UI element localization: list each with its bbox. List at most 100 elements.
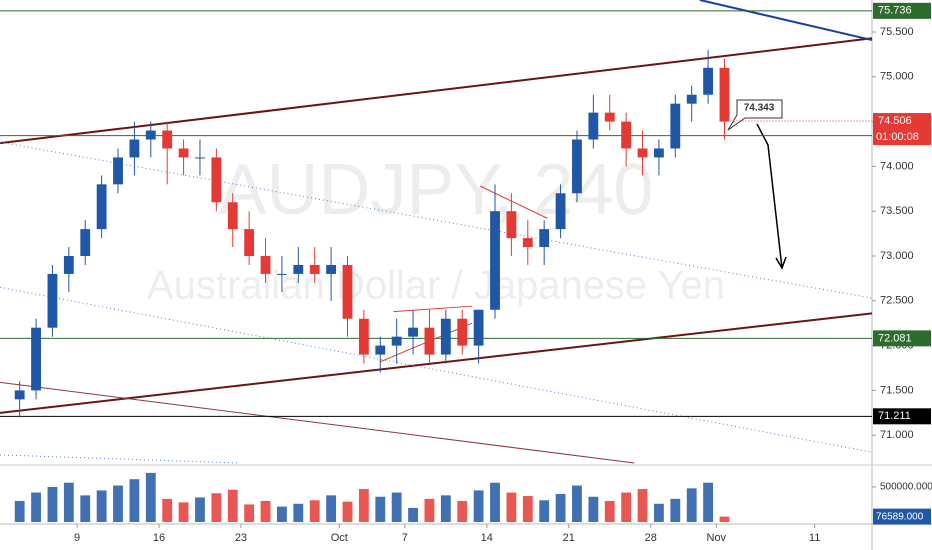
candle-body bbox=[260, 256, 271, 274]
candle-body bbox=[145, 130, 156, 140]
last-volume-label: 76589.000 bbox=[876, 511, 924, 522]
candle-body bbox=[424, 327, 435, 355]
x-tick-label: 16 bbox=[153, 532, 165, 544]
volume-bar bbox=[293, 503, 304, 522]
candle-body bbox=[178, 148, 189, 158]
candle-body bbox=[391, 336, 402, 346]
volume-bar bbox=[539, 500, 550, 522]
candle-body bbox=[244, 229, 255, 257]
volume-tick-label: 500000.000 bbox=[880, 482, 932, 493]
callout-box bbox=[727, 99, 783, 131]
candle-body bbox=[227, 202, 238, 230]
candle-body bbox=[129, 139, 140, 158]
volume-bar bbox=[211, 493, 222, 522]
volume-bar bbox=[14, 500, 25, 522]
last-price-label: 74.506 bbox=[878, 115, 912, 127]
volume-bar bbox=[260, 500, 271, 522]
volume-bar bbox=[719, 516, 730, 522]
candle-body bbox=[358, 318, 369, 355]
candle-body bbox=[457, 318, 468, 346]
volume-bar bbox=[621, 492, 632, 522]
candle-body bbox=[326, 264, 337, 274]
volume-bar bbox=[113, 485, 123, 522]
volume-bar bbox=[637, 489, 648, 522]
volume-bar bbox=[604, 500, 615, 522]
candle-body bbox=[637, 148, 648, 158]
candle-body bbox=[490, 211, 500, 310]
volume-bar bbox=[162, 498, 173, 522]
candle-body bbox=[80, 229, 91, 257]
volume-bar bbox=[686, 488, 697, 522]
level-label-bg bbox=[873, 330, 931, 347]
trend-line bbox=[0, 312, 873, 414]
candle-body bbox=[63, 256, 74, 274]
candle-body bbox=[719, 67, 730, 122]
trend-line bbox=[480, 185, 548, 219]
volume-bar bbox=[244, 504, 255, 522]
y-tick-label: 71.000 bbox=[880, 429, 914, 441]
candle-body bbox=[686, 94, 697, 104]
volume-bar bbox=[408, 507, 418, 522]
trend-line bbox=[393, 305, 473, 313]
candle-body bbox=[195, 157, 205, 159]
volume-bar bbox=[391, 492, 402, 522]
y-tick-label: 71.500 bbox=[880, 384, 914, 396]
candle-body bbox=[96, 184, 107, 230]
volume-bar bbox=[145, 472, 156, 522]
candle-body bbox=[473, 309, 484, 346]
level-label: 71.211 bbox=[878, 410, 911, 422]
trend-line bbox=[0, 37, 873, 145]
candle-body bbox=[703, 67, 714, 95]
candle-body bbox=[31, 327, 41, 391]
volume-bar bbox=[424, 498, 435, 522]
volume-bar bbox=[309, 500, 320, 522]
candle-body bbox=[162, 130, 173, 149]
trend-line bbox=[0, 381, 635, 464]
volume-bar bbox=[654, 503, 664, 522]
y-tick-label: 73.000 bbox=[880, 250, 914, 262]
level-label: 75.736 bbox=[878, 5, 912, 17]
volume-bar bbox=[31, 492, 41, 522]
candle-body bbox=[572, 139, 582, 194]
watermark-subtitle: Australian Dollar / Japanese Yen bbox=[147, 264, 725, 308]
candle-body bbox=[588, 112, 599, 140]
volume-bar bbox=[473, 490, 484, 522]
volume-bar bbox=[522, 496, 533, 522]
volume-bar bbox=[703, 482, 714, 522]
x-tick-label: 9 bbox=[74, 532, 80, 544]
candle-body bbox=[211, 157, 222, 203]
last-price-bg bbox=[873, 113, 931, 146]
candle-body bbox=[277, 273, 287, 275]
y-tick-label: 75.000 bbox=[880, 71, 914, 83]
volume-bar bbox=[375, 496, 386, 522]
volume-bar bbox=[457, 500, 468, 522]
volume-bar bbox=[47, 486, 58, 522]
candle-body bbox=[440, 318, 451, 355]
candle-body bbox=[670, 103, 681, 149]
volume-bar bbox=[555, 493, 566, 522]
forecast-arrow bbox=[756, 123, 783, 269]
volume-bar bbox=[670, 498, 681, 522]
volume-bar bbox=[506, 492, 517, 522]
candle-body bbox=[309, 264, 320, 274]
x-tick-label: 14 bbox=[481, 532, 493, 544]
level-label-bg bbox=[873, 408, 931, 425]
x-tick-label: 21 bbox=[563, 532, 575, 544]
candle-body bbox=[555, 193, 566, 230]
candle-body bbox=[621, 121, 632, 149]
y-tick-label: 75.500 bbox=[880, 26, 914, 38]
volume-bar bbox=[96, 490, 107, 522]
candle-body bbox=[604, 112, 615, 122]
volume-bar bbox=[227, 489, 238, 522]
trend-line bbox=[699, 0, 873, 42]
callout-text: 74.343 bbox=[744, 103, 775, 114]
volume-bar bbox=[572, 485, 582, 522]
candle-body bbox=[539, 229, 550, 248]
x-tick-label: Nov bbox=[707, 532, 727, 544]
y-tick-label: 72.500 bbox=[880, 295, 914, 307]
candle-body bbox=[342, 264, 353, 319]
candle-body bbox=[375, 345, 386, 355]
countdown-label: 01:00:08 bbox=[876, 131, 919, 143]
